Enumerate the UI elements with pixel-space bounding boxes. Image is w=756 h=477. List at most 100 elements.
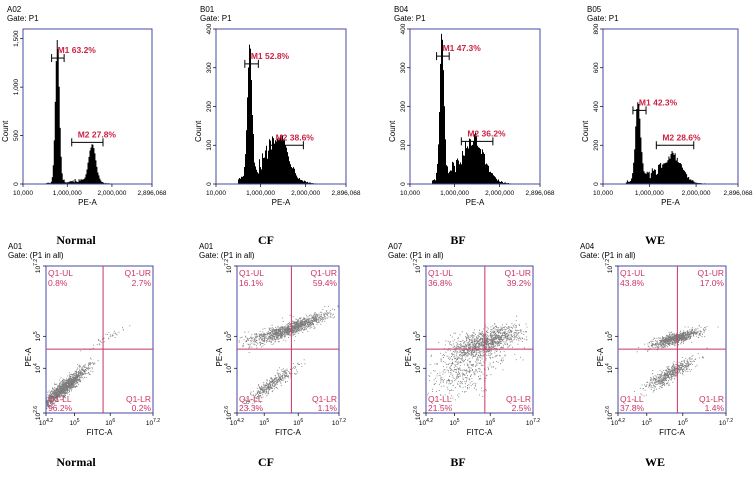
x-tick-label: 106: [293, 418, 303, 427]
x-tick-label: 2,896,068: [526, 190, 555, 197]
panel-caption: BF: [450, 233, 465, 247]
x-tick-label: 104.2: [39, 418, 53, 427]
y-tick-label: 300: [400, 62, 407, 73]
quadrant-ur-value: 17.0%: [700, 278, 725, 288]
quadrant-ur-label: Q1-UR: [505, 268, 531, 278]
quadrant-ll-value: 96.2%: [48, 403, 73, 413]
marker-label: M1 52.8%: [251, 51, 290, 61]
plot-id: A01: [199, 242, 214, 251]
plot-id: B04: [394, 5, 409, 14]
y-tick-label: 105: [413, 331, 422, 341]
y-tick-label: 104: [224, 363, 233, 373]
x-axis-label: FITC-A: [87, 428, 113, 437]
y-axis-label: PE-A: [24, 347, 33, 366]
gate-label: Gate: (P1 in all): [199, 251, 255, 260]
x-tick-label: 1,000,000: [246, 190, 275, 197]
gate-label: Gate: P1: [394, 14, 426, 23]
y-axis-label: Count: [388, 120, 397, 142]
histogram-fill: [603, 102, 738, 184]
scatter-points: [632, 325, 719, 407]
plot-frame: [617, 265, 727, 414]
quadrant-ul-value: 43.8%: [620, 278, 645, 288]
y-tick-label: 1,000: [13, 79, 20, 96]
x-axis-label: FITC-A: [467, 428, 493, 437]
gate-label: Gate: P1: [200, 14, 232, 23]
histogram-fill: [23, 40, 152, 184]
x-axis-label: FITC-A: [275, 428, 301, 437]
marker-label: M1 47.3%: [443, 43, 482, 53]
y-axis-label: PE-A: [596, 347, 605, 366]
y-tick-label: 400: [593, 101, 600, 112]
y-tick-label: 100: [400, 139, 407, 150]
quadrant-ul-value: 16.1%: [239, 278, 264, 288]
y-axis-label: Count: [581, 120, 590, 142]
y-tick-label: 104: [605, 363, 614, 373]
x-tick-label: 10,000: [400, 190, 420, 197]
quadrant-ll-label: Q1-LL: [48, 394, 72, 404]
y-tick-label: 107.2: [33, 259, 42, 273]
panel-caption: Normal: [56, 233, 96, 247]
x-tick-label: 104.2: [419, 418, 433, 427]
plot-frame: [425, 265, 534, 414]
plot-id: A04: [580, 242, 595, 251]
x-tick-label: 2,000,000: [291, 190, 320, 197]
x-axis-label: PE-A: [272, 198, 291, 207]
x-tick-label: 107.2: [526, 418, 540, 427]
quadrant-ul-value: 36.8%: [428, 278, 453, 288]
x-tick-label: 1,000,000: [53, 190, 82, 197]
plot-id: A07: [388, 242, 403, 251]
marker-label: M2 28.6%: [662, 132, 701, 142]
panel-caption: WE: [645, 455, 665, 469]
y-tick-label: 102.6: [413, 406, 422, 420]
y-tick-label: 400: [206, 23, 213, 34]
panel-caption: CF: [258, 233, 274, 247]
scatter-points: [427, 315, 528, 407]
x-tick-label: 104.2: [611, 418, 625, 427]
y-tick-label: 0: [400, 182, 407, 186]
y-tick-label: 300: [206, 62, 213, 73]
x-tick-label: 105: [259, 418, 269, 427]
x-tick-label: 2,000,000: [97, 190, 126, 197]
quadrant-ur-label: Q1-UR: [698, 268, 724, 278]
gate-label: Gate: (P1 in all): [388, 251, 444, 260]
x-tick-label: 1,000,000: [635, 190, 664, 197]
y-tick-label: 105: [224, 331, 233, 341]
marker-label: M2 36.2%: [467, 128, 506, 138]
x-tick-label: 2,896,068: [724, 190, 753, 197]
y-tick-label: 107.2: [605, 259, 614, 273]
x-tick-label: 105: [642, 418, 652, 427]
y-tick-label: 107.2: [224, 259, 233, 273]
quadrant-ul-label: Q1-UL: [239, 268, 264, 278]
y-tick-label: 1,500: [13, 30, 20, 47]
plot-id: B05: [587, 5, 602, 14]
gate-label: Gate: P1: [7, 14, 39, 23]
quadrant-lr-label: Q1-LR: [506, 394, 531, 404]
x-tick-label: 10,000: [13, 190, 33, 197]
quadrant-ul-label: Q1-UL: [428, 268, 453, 278]
y-tick-label: 500: [13, 130, 20, 141]
y-tick-label: 0: [13, 182, 20, 186]
quadrant-ll-value: 37.8%: [620, 403, 645, 413]
y-axis-label: Count: [194, 120, 203, 142]
x-tick-label: 10,000: [593, 190, 613, 197]
panel-caption: CF: [258, 455, 274, 469]
quadrant-ul-value: 0.8%: [48, 278, 68, 288]
x-tick-label: 104.2: [230, 418, 244, 427]
gate-label: Gate: (P1 in all): [580, 251, 636, 260]
y-tick-label: 600: [593, 62, 600, 73]
y-tick-label: 102.6: [605, 406, 614, 420]
quadrant-lr-label: Q1-LR: [126, 394, 151, 404]
x-tick-label: 2,896,068: [332, 190, 361, 197]
y-tick-label: 102.6: [33, 406, 42, 420]
x-axis-label: PE-A: [661, 198, 680, 207]
x-tick-label: 2,896,068: [138, 190, 167, 197]
x-tick-label: 107.2: [332, 418, 346, 427]
y-tick-label: 104: [33, 363, 42, 373]
quadrant-ur-label: Q1-UR: [311, 268, 337, 278]
quadrant-ur-value: 2.7%: [132, 278, 152, 288]
